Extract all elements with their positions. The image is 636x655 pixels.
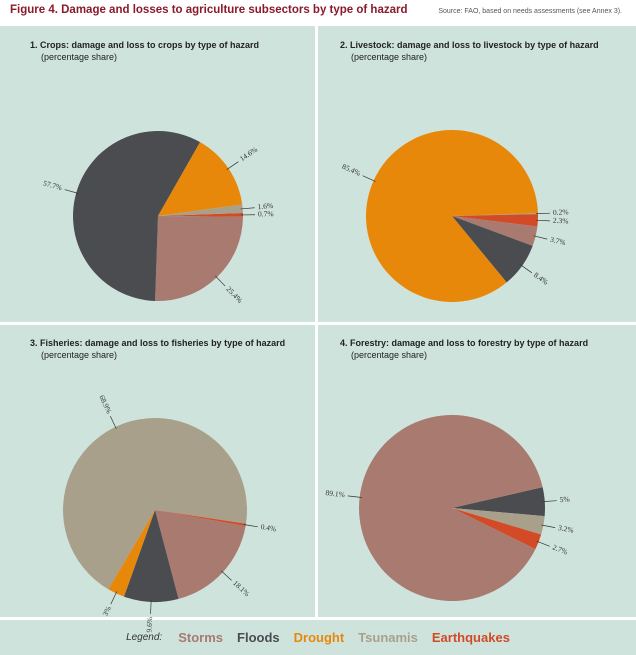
fisheries-slice-floods bbox=[123, 510, 179, 602]
livestock-leader-drought bbox=[362, 175, 376, 182]
forestry-slice-storms bbox=[359, 415, 543, 602]
crops-leader-storms bbox=[215, 275, 226, 287]
crops-slice-storms bbox=[155, 216, 243, 301]
forestry-leader-storms bbox=[347, 495, 362, 498]
fisheries-leader-drought bbox=[110, 591, 118, 605]
livestock-slice-floods bbox=[452, 216, 533, 283]
crops-slice-drought bbox=[158, 142, 243, 216]
fisheries-label-drought: 3% bbox=[101, 605, 113, 618]
fisheries-panel-title: 3. Fisheries: damage and loss to fisheri… bbox=[30, 338, 286, 348]
livestock-slice-tsunamis bbox=[452, 213, 538, 216]
crops-slice-tsunamis bbox=[158, 204, 243, 216]
legend-item-storms: Storms bbox=[178, 630, 224, 645]
legend: Legend: Storms Floods Drought Tsunamis E… bbox=[0, 620, 636, 655]
fisheries-leader-floods bbox=[150, 599, 152, 614]
legend-item-floods: Floods bbox=[237, 630, 280, 645]
forestry-label-tsunamis: 3.2% bbox=[557, 523, 574, 535]
livestock-panel-subtitle: (percentage share) bbox=[351, 52, 428, 62]
crops-label-floods: 57.7% bbox=[42, 178, 63, 192]
fisheries-slice-earthquakes bbox=[155, 510, 246, 526]
forestry-panel-title: 4. Forestry: damage and loss to forestry… bbox=[340, 338, 589, 348]
forestry-label-floods: 5% bbox=[559, 495, 570, 505]
panel-divider-horizontal bbox=[0, 322, 636, 325]
legend-item-earthquakes: Earthquakes bbox=[431, 630, 510, 645]
crops-label-tsunamis: 1.6% bbox=[257, 201, 273, 211]
livestock-label-floods: 8.4% bbox=[532, 270, 550, 286]
panel-divider-vertical bbox=[315, 26, 318, 617]
forestry-label-earthquakes: 2.7% bbox=[551, 542, 569, 556]
figure-title: Figure 4. Damage and losses to agricultu… bbox=[10, 4, 408, 16]
crops-pie: 0.7% 25.4% 57.7% 14.6% 1.6% bbox=[42, 130, 274, 305]
crops-leader-floods bbox=[64, 189, 79, 194]
livestock-pie: 0.2%2.3% 3.7% 8.4% 85.4% bbox=[341, 129, 569, 302]
crops-label-drought: 14.6% bbox=[238, 145, 259, 163]
fisheries-leader-tsunamis bbox=[109, 415, 117, 429]
livestock-label-drought: 85.4% bbox=[341, 162, 362, 178]
legend-divider bbox=[0, 617, 636, 620]
livestock-label-storms: 3.7% bbox=[549, 235, 566, 247]
crops-label-earthquakes: 0.7% bbox=[258, 209, 274, 218]
forestry-label-storms: 89.1% bbox=[325, 488, 345, 499]
fisheries-panel-subtitle: (percentage share) bbox=[41, 350, 118, 360]
fisheries-label-floods: 9.6% bbox=[144, 617, 154, 633]
forestry-panel-subtitle: (percentage share) bbox=[351, 350, 428, 360]
fisheries-label-storms: 18.1% bbox=[231, 579, 251, 599]
livestock-label-earthquakes: 2.3% bbox=[553, 216, 569, 226]
figure-source: Source: FAO, based on needs assessments … bbox=[438, 8, 622, 15]
forestry-slice-earthquakes bbox=[452, 508, 542, 550]
livestock-slice-storms bbox=[452, 216, 538, 246]
crops-leader-tsunamis bbox=[240, 207, 255, 210]
forestry-leader-earthquakes bbox=[536, 540, 550, 547]
legend-item-tsunamis: Tsunamis bbox=[358, 630, 418, 645]
figure-header: Figure 4. Damage and losses to agricultu… bbox=[0, 0, 636, 26]
crops-panel-title: 1. Crops: damage and loss to crops by ty… bbox=[30, 40, 260, 50]
livestock-leader-storms bbox=[533, 235, 548, 240]
fisheries-slice-storms bbox=[155, 510, 246, 599]
fisheries-pie: 18.1% 9.6% 3% 68.9% 0.4% bbox=[63, 394, 277, 633]
forestry-pie: 5% 3.2% 2.7% 89.1% bbox=[325, 415, 574, 602]
crops-slice-earthquakes bbox=[158, 213, 244, 217]
forestry-slice-floods bbox=[452, 487, 546, 517]
livestock-label-tsunamis: 0.2% bbox=[553, 207, 569, 216]
livestock-leader-floods bbox=[520, 264, 533, 274]
crops-leader-drought bbox=[226, 161, 239, 170]
fisheries-label-tsunamis: 68.9% bbox=[97, 394, 113, 415]
forestry-leader-tsunamis bbox=[541, 524, 556, 528]
crops-slice-floods bbox=[73, 130, 201, 301]
fisheries-slice-drought bbox=[108, 510, 155, 597]
livestock-slice-earthquakes bbox=[452, 214, 539, 227]
crops-label-storms: 25.4% bbox=[224, 285, 244, 305]
legend-item-drought: Drought bbox=[293, 630, 345, 645]
legend-label: Legend: bbox=[126, 632, 163, 643]
crops-panel-subtitle: (percentage share) bbox=[41, 52, 118, 62]
livestock-leader-earthquakes bbox=[535, 219, 550, 222]
fisheries-leader-earthquakes bbox=[243, 524, 258, 528]
fisheries-slice-tsunamis bbox=[63, 417, 248, 590]
fisheries-label-earthquakes: 0.4% bbox=[260, 522, 277, 533]
livestock-panel-title: 2. Livestock: damage and loss to livesto… bbox=[340, 40, 599, 50]
forestry-slice-tsunamis bbox=[452, 508, 545, 535]
livestock-slice-drought bbox=[366, 129, 538, 302]
forestry-leader-floods bbox=[542, 500, 557, 502]
fisheries-leader-storms bbox=[221, 570, 232, 581]
